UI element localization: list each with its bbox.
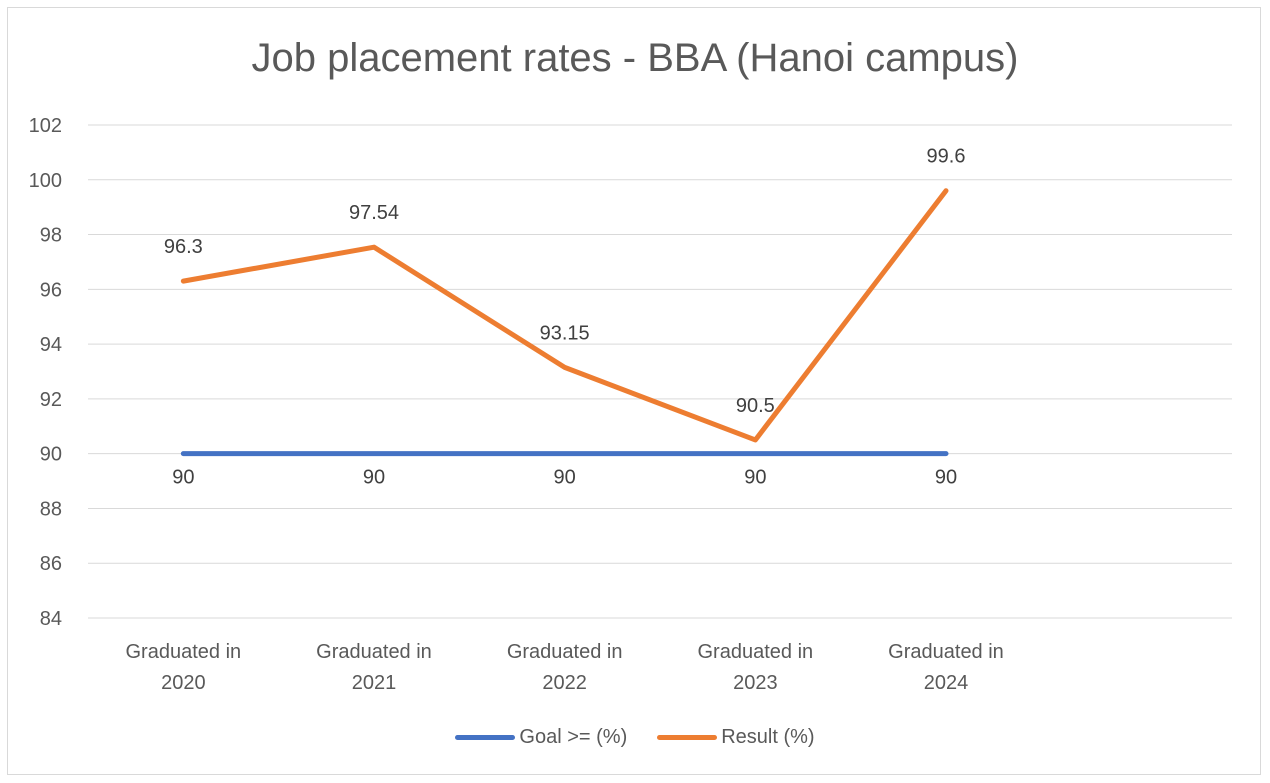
legend-label-goal: Goal >= (%) (519, 726, 628, 748)
y-tick-label: 94 (40, 334, 62, 356)
x-tick-label: 2022 (542, 672, 587, 694)
y-tick-label: 96 (40, 279, 62, 301)
data-label: 90 (363, 467, 385, 489)
y-tick-label: 98 (40, 225, 62, 247)
y-tick-label: 102 (29, 115, 62, 137)
x-tick-label: Graduated in (316, 641, 432, 663)
x-tick-label: 2021 (352, 672, 397, 694)
x-tick-label: Graduated in (507, 641, 623, 663)
x-tick-label: Graduated in (698, 641, 814, 663)
chart-title: Job placement rates - BBA (Hanoi campus) (251, 36, 1019, 80)
x-tick-label: 2023 (733, 672, 778, 694)
legend-item-result: Result (%) (657, 726, 815, 749)
series-line-result (180, 188, 949, 443)
data-label: 90 (172, 467, 194, 489)
legend-swatch-result (657, 735, 718, 740)
data-label: 99.6 (927, 146, 966, 168)
y-tick-label: 86 (40, 553, 62, 575)
y-tick-label: 84 (40, 608, 62, 630)
data-label: 90.5 (736, 395, 775, 417)
legend-swatch-goal (455, 735, 516, 740)
x-tick-label: 2020 (161, 672, 206, 694)
legend-item-goal: Goal >= (%) (455, 726, 627, 749)
data-label: 93.15 (540, 322, 590, 344)
y-tick-label: 92 (40, 389, 62, 411)
x-tick-label: 2024 (924, 672, 969, 694)
data-label: 90 (554, 467, 576, 489)
x-tick-label: Graduated in (126, 641, 242, 663)
data-label: 90 (744, 467, 766, 489)
y-tick-label: 90 (40, 444, 62, 466)
legend: Goal >= (%) Result (%) (0, 726, 1270, 749)
legend-label-result: Result (%) (721, 726, 815, 748)
x-tick-label: Graduated in (888, 641, 1004, 663)
data-label: 90 (935, 467, 957, 489)
data-label: 97.54 (349, 202, 399, 224)
data-label: 96.3 (164, 236, 203, 258)
chart-frame (7, 7, 1261, 775)
y-tick-label: 100 (29, 170, 62, 192)
y-tick-label: 88 (40, 498, 62, 520)
